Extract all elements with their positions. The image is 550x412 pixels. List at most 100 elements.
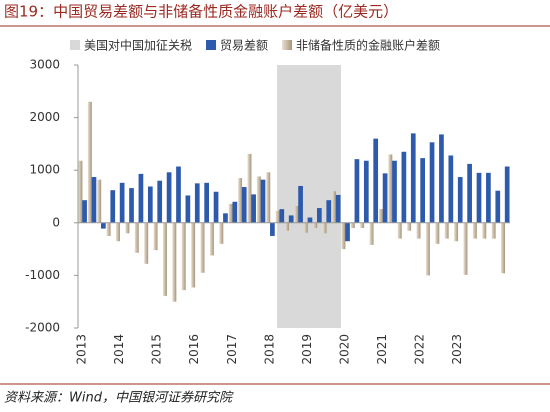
- y-tick-label: 2000: [29, 110, 60, 124]
- x-tick-label: 2023: [450, 334, 464, 365]
- financial-bar: [209, 222, 214, 256]
- financial-bar: [341, 222, 346, 250]
- legend-label: 非储备性质的金融账户差额: [296, 38, 440, 53]
- legend-label: 美国对中国加征关税: [84, 38, 192, 53]
- x-tick-label: 2020: [337, 334, 351, 365]
- source: 资料来源：Wind，中国银河证券研究院: [4, 390, 234, 406]
- financial-bar: [191, 222, 196, 288]
- y-tick-label: -2000: [25, 321, 60, 335]
- financial-bar: [238, 178, 243, 223]
- legend-swatch: [206, 40, 217, 50]
- trade-bar: [232, 201, 238, 223]
- x-tick-label: 2014: [112, 334, 126, 365]
- trade-bar: [260, 179, 266, 223]
- trade-bar: [392, 160, 397, 223]
- financial-bar: [303, 222, 308, 233]
- chart-title: 图19：中国贸易差额与非储备性质金融账户差额（亿美元）: [4, 3, 398, 21]
- trade-bar: [119, 182, 125, 223]
- trade-bar: [157, 180, 163, 223]
- trade-bar: [495, 190, 501, 223]
- trade-bar: [335, 194, 341, 223]
- trade-bar: [420, 158, 426, 223]
- shade-band: [277, 65, 341, 328]
- trade-bar: [317, 208, 322, 223]
- trade-bar: [147, 186, 153, 223]
- financial-bar: [181, 222, 186, 291]
- x-tick-label: 2013: [75, 334, 89, 365]
- trade-bar: [270, 222, 275, 236]
- trade-bar: [439, 134, 444, 223]
- x-tick-label: 2016: [187, 334, 201, 365]
- y-tick-label: 1000: [29, 163, 60, 177]
- financial-bar: [313, 222, 318, 229]
- trade-bar: [382, 173, 388, 223]
- financial-bar: [219, 222, 224, 244]
- financial-bar: [454, 222, 459, 242]
- trade-bar: [166, 172, 172, 223]
- trade-bar: [354, 159, 360, 223]
- trade-bar: [504, 166, 510, 223]
- trade-bar: [82, 200, 87, 223]
- financial-bar: [294, 205, 299, 223]
- trade-bar: [326, 200, 332, 223]
- financial-bar: [162, 222, 167, 296]
- x-tick-label: 2022: [413, 334, 427, 365]
- financial-bar: [501, 222, 506, 274]
- trade-bar: [110, 190, 116, 223]
- financial-bar: [332, 191, 336, 223]
- trade-bar: [363, 160, 369, 223]
- financial-bar: [407, 222, 412, 231]
- financial-bar: [350, 222, 355, 229]
- trade-bar: [373, 138, 379, 223]
- financial-bar: [491, 222, 496, 239]
- financial-bar: [369, 222, 374, 245]
- financial-bar: [144, 222, 149, 264]
- financial-bar: [228, 203, 233, 223]
- trade-bar: [194, 183, 200, 223]
- trade-bar: [307, 217, 313, 223]
- trade-bar: [298, 185, 303, 223]
- financial-bar: [388, 154, 393, 223]
- trade-bar: [457, 177, 463, 223]
- trade-bar: [429, 142, 435, 223]
- legend-label: 贸易差额: [220, 39, 268, 53]
- trade-bar: [279, 209, 285, 223]
- legend-swatch: [282, 40, 293, 50]
- trade-bar: [241, 187, 247, 223]
- trade-bar: [345, 222, 350, 242]
- financial-bar: [116, 222, 120, 242]
- financial-bar: [425, 222, 430, 276]
- trade-bar: [213, 191, 219, 223]
- financial-bar: [247, 153, 252, 223]
- trade-bar: [223, 213, 228, 223]
- trade-bar: [138, 173, 144, 223]
- x-tick-label: 2015: [150, 334, 164, 365]
- financial-bar: [397, 222, 402, 239]
- trade-bar: [410, 133, 416, 223]
- financial-bar: [444, 222, 449, 239]
- trade-bar: [204, 182, 210, 223]
- x-tick-label: 2019: [300, 334, 314, 365]
- trade-bar: [176, 166, 181, 223]
- trade-bar: [91, 177, 97, 223]
- financial-bar: [87, 101, 92, 223]
- financial-bar: [416, 222, 421, 239]
- financial-bar: [125, 222, 130, 234]
- trade-bar: [476, 172, 482, 223]
- financial-bar: [97, 179, 102, 223]
- financial-bar: [378, 209, 383, 223]
- y-tick-label: -1000: [25, 268, 60, 282]
- financial-bar: [482, 222, 487, 239]
- financial-bar: [285, 222, 290, 231]
- financial-bar: [172, 222, 177, 302]
- x-tick-label: 2017: [225, 334, 239, 365]
- financial-bar: [78, 160, 83, 223]
- trade-bar: [129, 188, 134, 223]
- trade-bar: [467, 163, 472, 223]
- financial-bar: [256, 176, 261, 223]
- trade-bar: [251, 194, 256, 223]
- financial-bar: [322, 222, 327, 234]
- financial-bar: [134, 222, 139, 253]
- financial-bar: [360, 222, 365, 229]
- financial-bar: [200, 222, 205, 273]
